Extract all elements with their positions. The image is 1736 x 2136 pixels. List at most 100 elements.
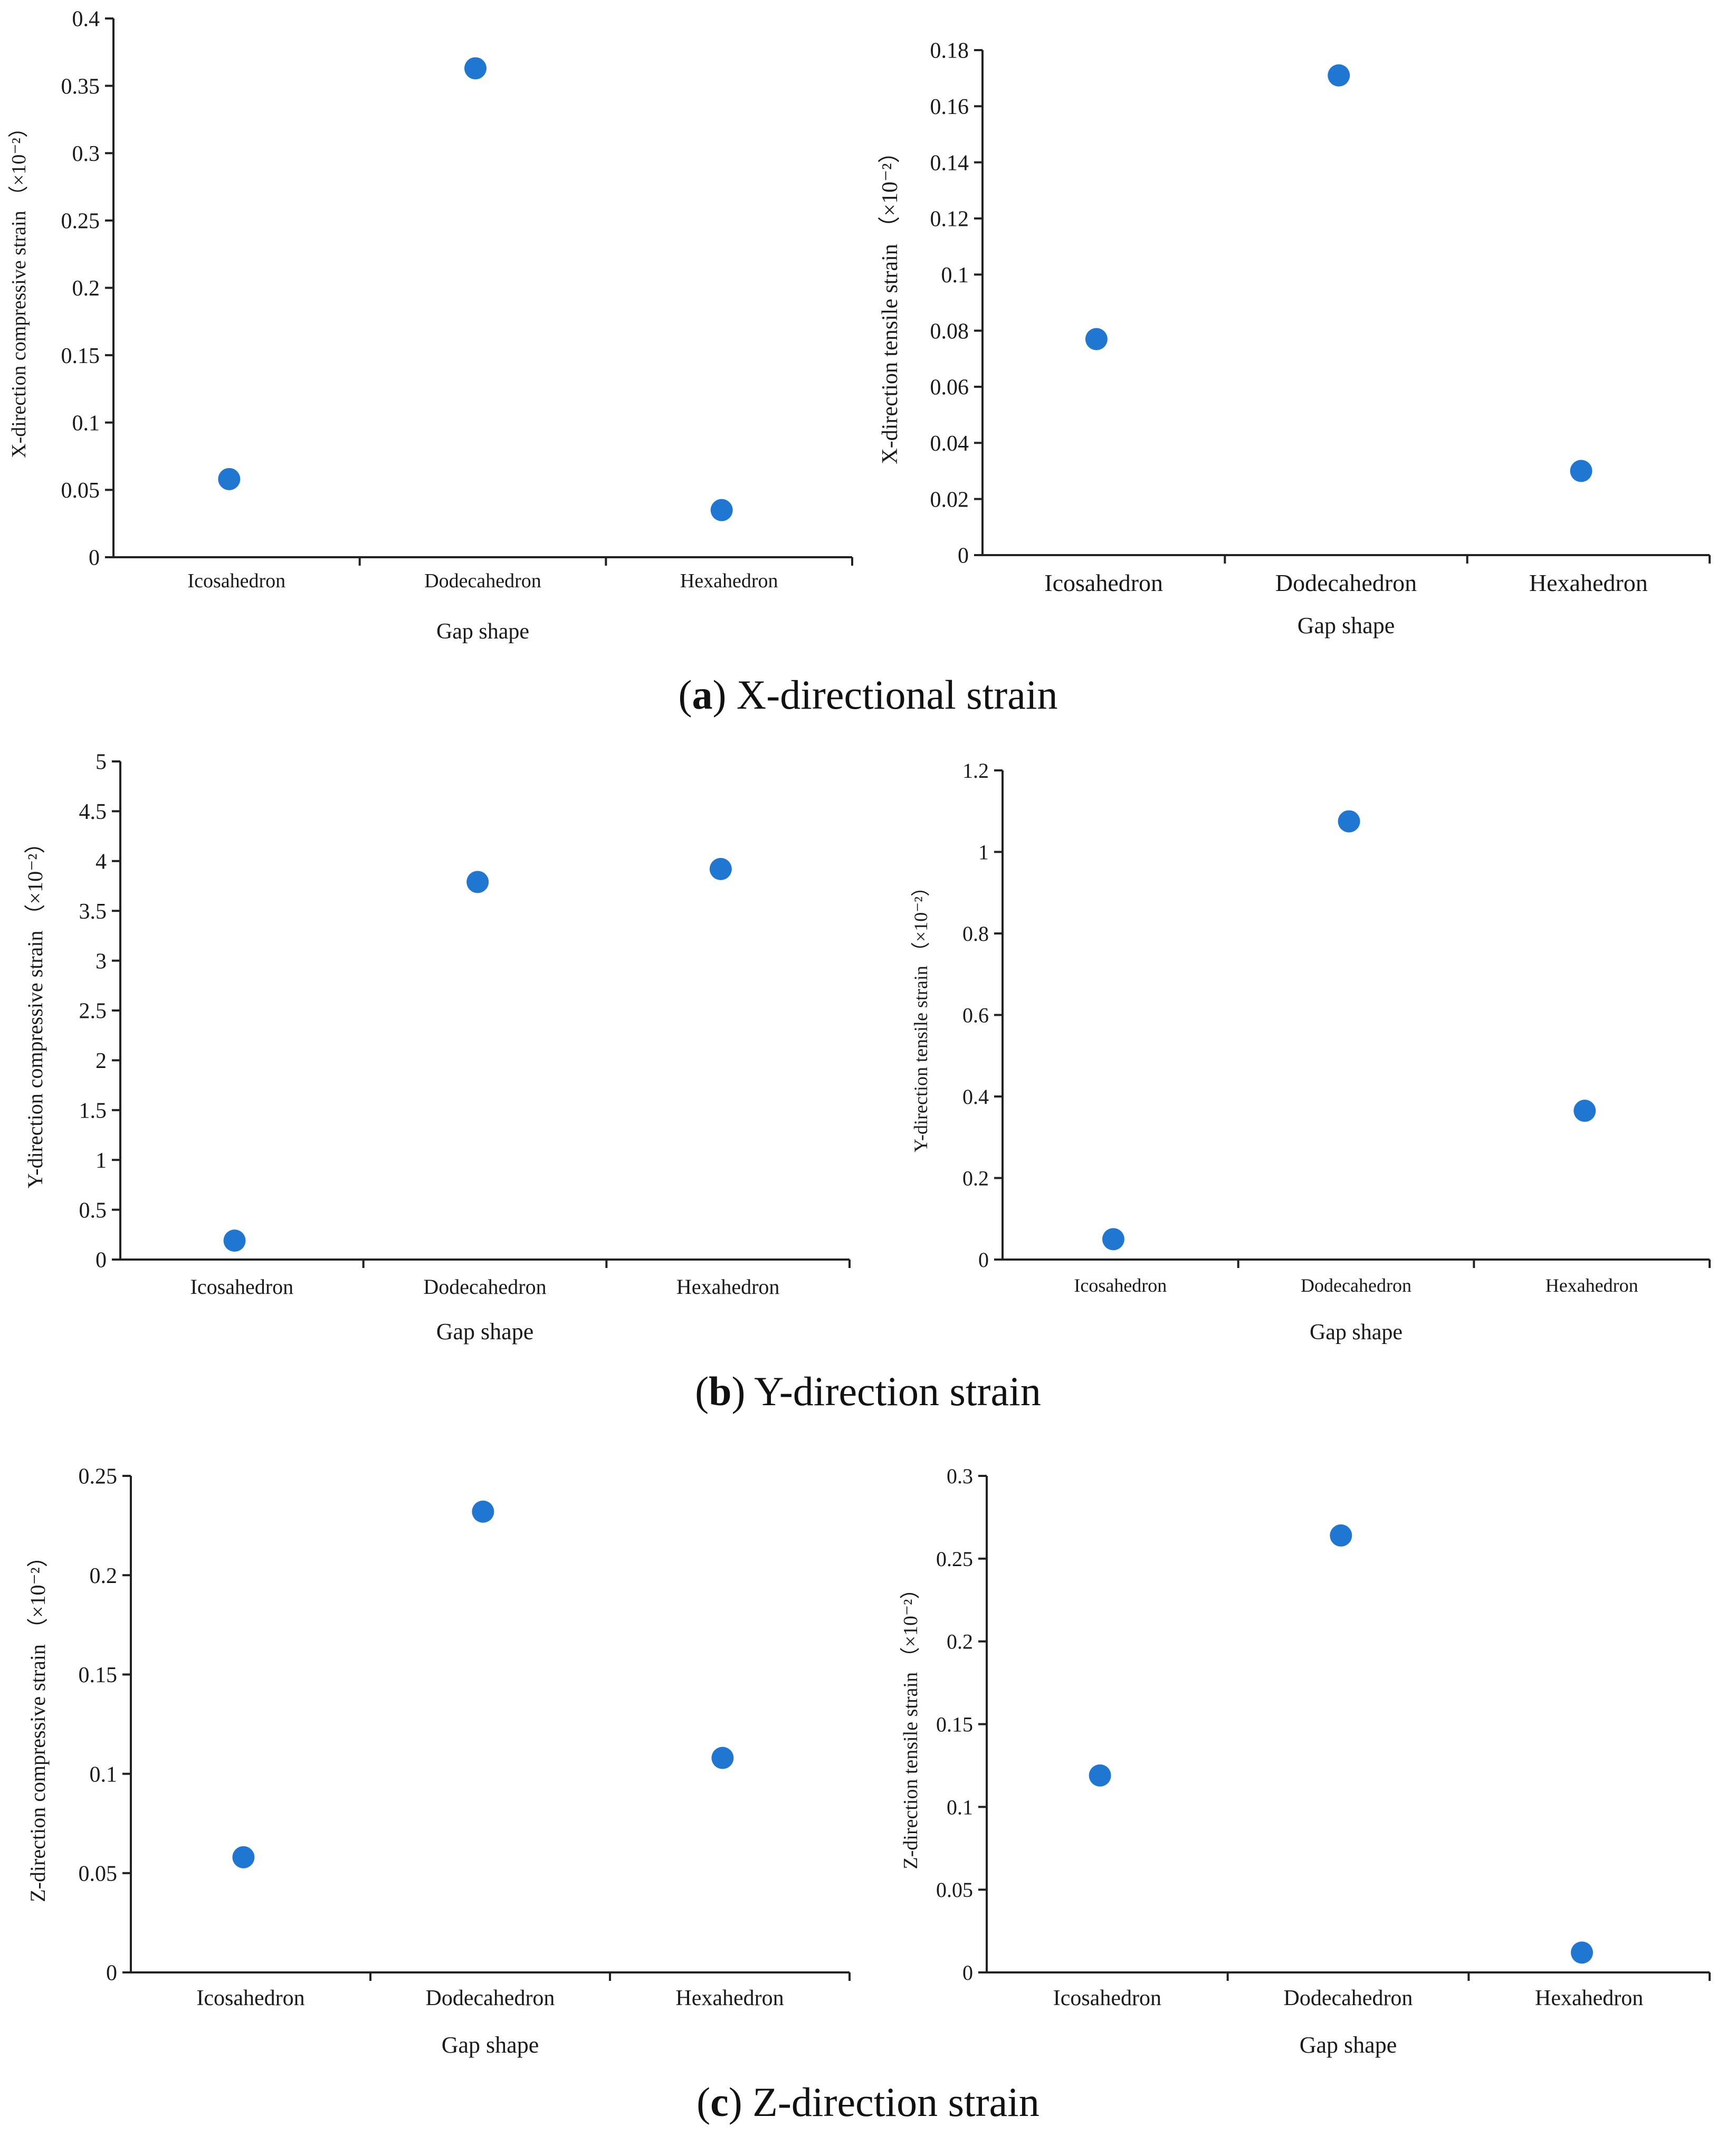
data-point [1330,1524,1352,1547]
y-tick-label: 0.05 [936,1878,973,1902]
caption-c-letter: c [710,2079,729,2125]
y-axis-label: Z-direction tensile strain （×10⁻²） [900,1579,922,1870]
x-tick-label: Hexahedron [1546,1275,1638,1296]
x-tick-label: Icosahedron [1074,1275,1167,1296]
data-point [711,1747,734,1769]
y-tick-label: 1.2 [962,759,989,783]
chart-5: 0 0.05 0.1 0.15 0.2 0.25 Icosahedron Dodecahedr… [26,1465,851,2058]
data-point [1338,810,1360,833]
y-axis-label: Y-direction compressive strain （×10⁻²） [23,833,47,1188]
chart-6: 0 0.05 0.1 0.15 0.2 0.25 0.3 Icosahedron Dodecah… [900,1464,1711,2058]
caption-b: (b) Y-direction strain [695,1368,1041,1414]
x-tick-label: Dodecahedron [426,1986,555,2010]
y-tick-label: 0.04 [930,432,969,456]
y-tick-label: 0.14 [930,151,969,175]
data-point [709,857,732,880]
y-tick-label: 0 [96,1248,107,1273]
y-tick-label: 0.4 [72,7,100,32]
chart-1: 0 0.05 0.1 0.15 0.2 0.25 0.3 0.35 0.4 Icosahedron… [8,7,853,644]
data-point [1089,1764,1111,1787]
x-axis-label: Gap shape [1298,613,1395,638]
x-tick-label: Icosahedron [196,1986,304,2010]
y-tick-label: 0 [962,1961,973,1985]
x-tick-label: Icosahedron [1053,1986,1161,2010]
data-point [223,1229,246,1252]
y-tick-label: 0.02 [930,488,969,512]
charts-layer: 00.050.10.150.20.250.30.350.4Icosahedron… [8,7,1711,2058]
y-tick-label: 0.08 [930,319,969,344]
y-tick-label: 4 [96,850,107,874]
y-tick-label: 4.5 [79,800,107,824]
x-tick-label: Hexahedron [1535,1986,1643,2010]
x-tick-label: Hexahedron [675,1986,784,2010]
y-tick-label: 2.5 [79,999,107,1024]
x-axis-label: Gap shape [1300,2032,1397,2058]
y-tick-label: 0.16 [930,95,969,119]
y-tick-label: 0.1 [72,411,100,435]
y-tick-label: 0.25 [79,1465,118,1489]
y-tick-label: 0.05 [61,479,100,503]
x-tick-label: Dodecahedron [1301,1275,1411,1296]
y-axis-label: X-direction compressive strain （×10⁻²） [8,118,30,458]
x-axis-label: Gap shape [442,2032,539,2058]
caption-b-letter: b [709,1368,731,1414]
y-tick-label: 0.18 [930,39,969,63]
y-tick-label: 0.06 [930,376,969,400]
x-tick-label: Icosahedron [187,570,285,592]
caption-b-text: Y-direction strain [746,1368,1041,1414]
x-tick-label: Dodecahedron [424,570,541,592]
caption-c-text: Z-direction strain [742,2079,1039,2125]
x-axis-label: Gap shape [1310,1320,1403,1344]
y-tick-label: 0 [106,1961,117,1986]
y-tick-label: 0.35 [61,74,100,99]
data-point [218,468,241,490]
y-tick-label: 0.1 [90,1762,118,1787]
y-tick-label: 1.5 [79,1099,107,1123]
data-point [1328,64,1350,87]
y-tick-label: 5 [96,750,107,775]
y-tick-label: 1 [978,841,989,864]
y-axis-label: Z-direction compressive strain （×10⁻²） [26,1546,50,1902]
y-tick-label: 0.8 [962,922,989,946]
x-axis-label: Gap shape [436,1319,534,1344]
x-tick-label: Hexahedron [680,570,778,592]
data-point [472,1500,494,1523]
data-point [1085,328,1108,350]
y-tick-label: 0.25 [61,209,100,234]
y-tick-label: 0.4 [962,1085,989,1109]
y-tick-label: 0 [89,546,100,570]
y-tick-label: 0.2 [90,1564,118,1588]
data-point [466,871,489,893]
y-tick-label: 1 [96,1149,107,1173]
x-tick-label: Icosahedron [1044,569,1163,596]
data-point [232,1846,255,1868]
y-tick-label: 0.15 [61,344,100,368]
data-point [1573,1100,1596,1122]
data-point [710,499,733,521]
y-tick-label: 0.2 [947,1630,973,1654]
chart-4: 0 0.2 0.4 0.6 0.8 1 1.2 Icosahedron Dodecahedron… [910,759,1711,1344]
y-tick-label: 0.3 [947,1464,973,1488]
y-axis-label: Y-direction tensile strain （×10⁻²） [910,878,931,1152]
y-tick-label: 0.15 [936,1713,973,1737]
x-tick-label: Icosahedron [190,1275,293,1299]
y-tick-label: 0.2 [962,1167,989,1190]
caption-a-letter: a [692,672,712,718]
y-tick-label: 0.1 [941,263,969,288]
y-tick-label: 3.5 [79,900,107,924]
y-tick-label: 2 [96,1049,107,1073]
y-axis-label: X-direction tensile strain （×10⁻²） [878,141,902,464]
y-tick-label: 0.25 [936,1547,973,1571]
y-tick-label: 3 [96,949,107,974]
y-tick-label: 0.1 [947,1795,973,1819]
x-tick-label: Hexahedron [1529,569,1648,596]
y-tick-label: 0.15 [79,1663,118,1687]
x-axis-label: Gap shape [436,619,529,644]
y-tick-label: 0.6 [962,1004,989,1027]
y-tick-label: 0 [958,544,969,568]
data-point [1570,1941,1593,1964]
x-tick-label: Dodecahedron [1275,569,1417,596]
data-point [1570,460,1592,482]
y-tick-label: 0 [978,1248,989,1272]
